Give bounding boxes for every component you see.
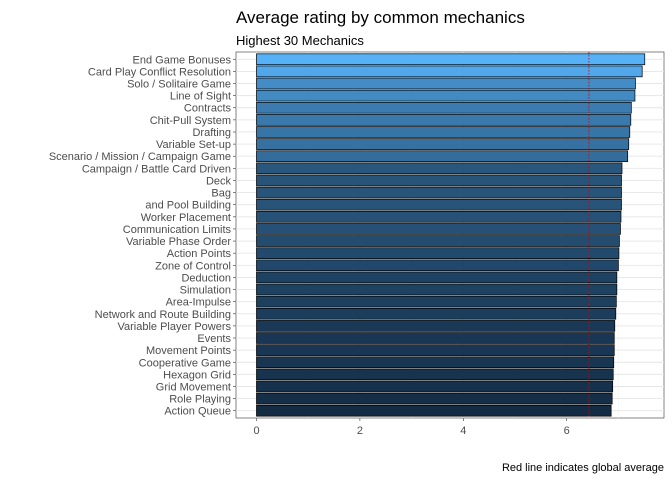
bar-7 [256,126,631,138]
y-tick-label: Zone of Control [155,260,231,272]
y-tick-label: Variable Phase Order [126,236,231,248]
bar-12 [256,186,622,199]
chart-caption: Red line indicates global average [502,462,664,474]
bar-28 [256,380,614,393]
chart-title: Average rating by common mechanics [236,8,525,27]
y-tick-label: Deduction [181,272,231,284]
bar-27 [256,368,614,381]
y-tick-label: Solo / Solitaire Game [127,79,231,91]
bars [256,53,646,417]
bar-24 [256,332,615,344]
bar-22 [256,307,617,320]
x-tick-labels: 0 2 4 6 [253,418,570,437]
bar-3 [256,77,636,90]
y-tick-label: Variable Set-up [156,139,231,151]
y-tick-label: Area-Impulse [166,297,231,309]
y-tick-label: Contracts [184,103,232,115]
bar-23 [256,320,616,332]
y-tick-label: Card Play Conflict Resolution [88,66,231,78]
y-tick-label: Campaign / Battle Card Driven [82,163,231,175]
bar-25 [256,344,615,356]
bar-8 [256,138,630,150]
bar-15 [256,223,621,235]
y-tick-label: Variable Player Powers [117,321,231,333]
bar-19 [256,271,618,284]
bar-21 [256,295,617,308]
bar-16 [256,235,620,247]
y-tick-label: Events [197,333,231,345]
y-tick-label: Action Queue [164,406,231,418]
bar-10 [256,162,623,175]
bar-11 [256,174,622,187]
bar-26 [256,356,615,369]
bar-2 [256,65,643,78]
y-tick-label: Simulation [180,285,231,297]
bar-1 [256,53,646,66]
bar-5 [256,101,632,114]
chart-subtitle: Highest 30 Mechanics [236,33,364,48]
y-tick-label: Action Points [167,248,232,260]
x-tick-label: 4 [460,425,466,437]
y-tick-label: Communication Limits [123,224,232,236]
bar-9 [256,150,629,163]
bar-29 [256,392,613,405]
y-tick-label: Network and Route Building [95,309,231,321]
y-tick-label: Bag [211,188,231,200]
bar-20 [256,283,618,296]
y-tick-label: Chit-Pull System [150,115,231,127]
y-tick-label: Deck [206,175,232,187]
y-tick-label: Worker Placement [141,212,231,224]
y-tick-label: End Game Bonuses [133,54,232,66]
y-tick-label: Drafting [192,127,231,139]
x-tick-label: 2 [357,425,363,437]
y-tick-label: Movement Points [146,345,231,357]
y-tick-label: Grid Movement [156,381,231,393]
x-tick-label: 6 [564,425,570,437]
x-tick-label: 0 [253,425,259,437]
bar-17 [256,247,620,259]
y-tick-label: Line of Sight [170,91,231,103]
bar-30 [256,404,612,417]
y-tick-label: Scenario / Mission / Campaign Game [49,151,231,163]
bar-18 [256,259,619,272]
bar-4 [256,89,636,102]
y-tick-label: Cooperative Game [139,357,231,369]
bar-14 [256,211,622,223]
bar-6 [256,114,632,126]
bar-13 [256,198,622,211]
y-tick-label: and Pool Building [145,200,231,212]
y-tick-label: Role Playing [169,394,231,406]
y-tick-label: Hexagon Grid [163,369,231,381]
